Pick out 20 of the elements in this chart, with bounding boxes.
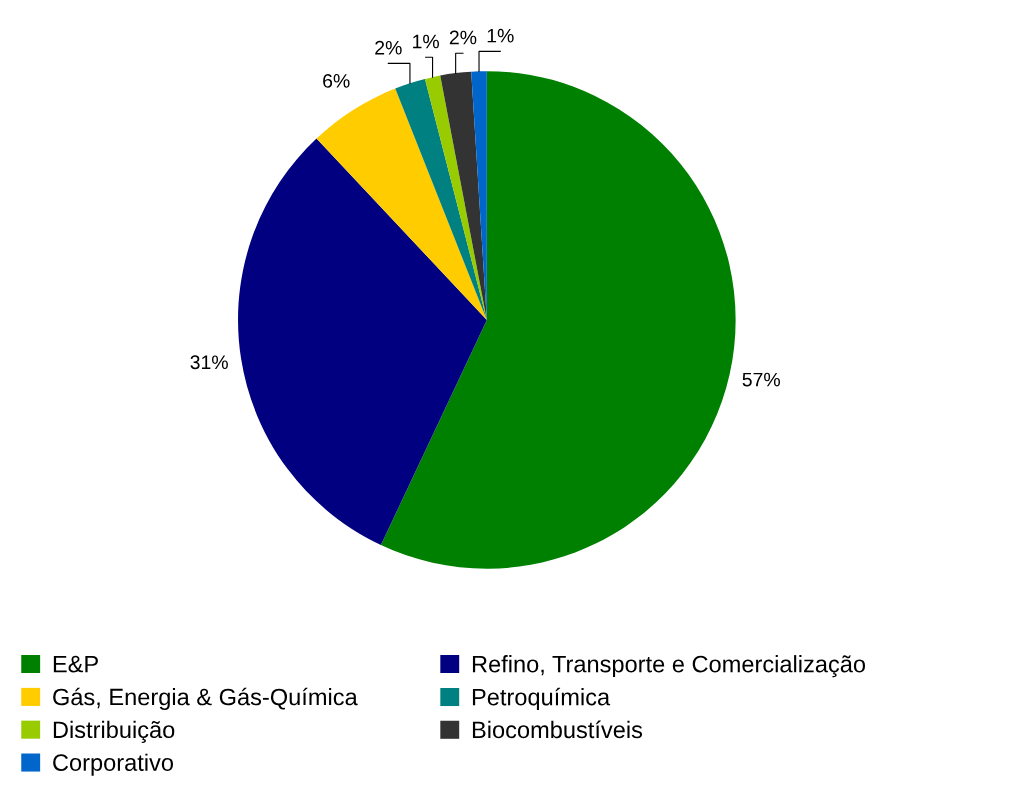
pie-slice [238,138,487,546]
legend-label: E&P [53,655,98,673]
data-label: 2% [449,30,477,45]
legend-label: Petroquímica [472,687,611,711]
pie-slice [395,78,487,320]
data-label: 2% [375,40,402,55]
data-label: 57% [742,372,780,387]
legend-label: Corporativo [53,753,173,776]
legend-label: Refino, Transporte e Comercialização [472,655,866,678]
pie-slice [380,71,736,569]
data-label: 6% [323,74,350,88]
pie-slice [316,88,487,320]
legend-label: Distribuição [53,720,175,743]
pie-slice [440,71,487,320]
pie-slice [424,75,487,320]
data-label: 31% [190,355,228,370]
legend-label: Gás, Energia & Gás-Química [53,687,358,711]
data-label: 1% [413,34,439,49]
data-label: 1% [487,28,514,43]
legend-label: Biocombustíveis [472,720,643,739]
